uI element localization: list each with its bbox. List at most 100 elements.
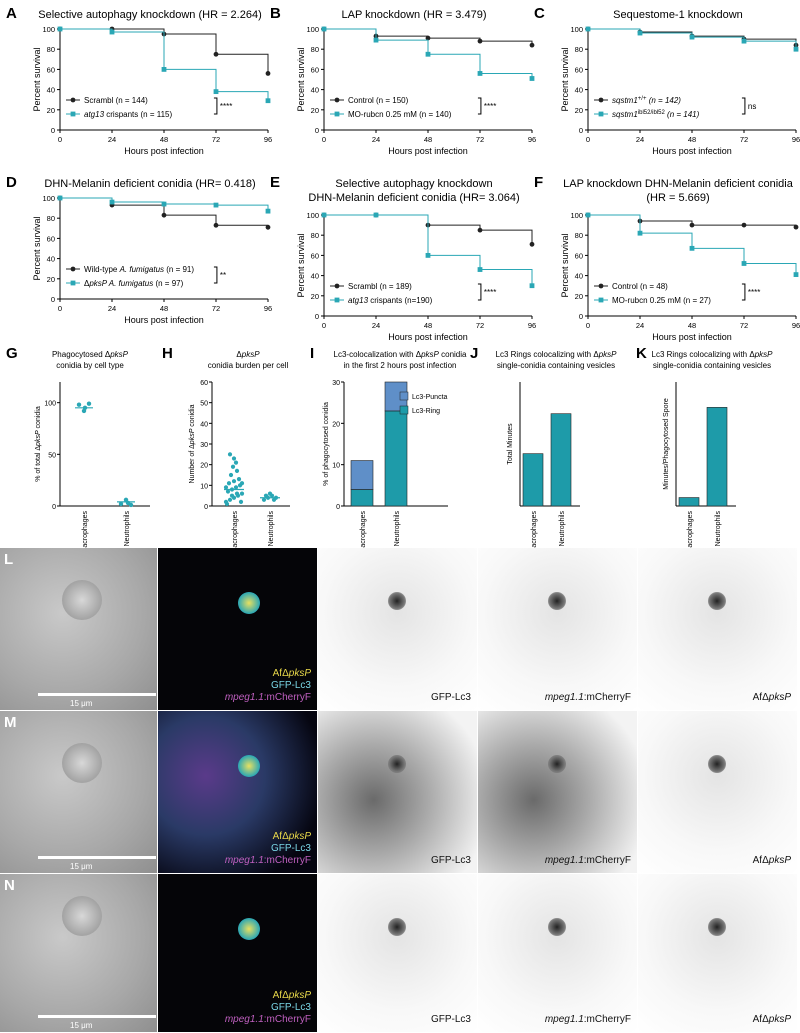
y-tick-label: 100 [42,194,55,203]
y-tick-label: 60 [47,65,55,74]
x-category-label: Neutrophils [715,511,722,547]
panel-title: Selective autophagy knockdown [335,178,492,190]
data-point [265,98,271,104]
legend-label: Scrambl (n = 144) [84,96,148,105]
survival-panel-e: E Selective autophagy knockdown DHN-Melani… [270,174,536,342]
y-axis-label: Percent survival [32,216,42,280]
stacked-bar-segment [384,410,408,507]
data-point [793,224,799,230]
y-tick-label: 60 [575,251,583,260]
x-category-label: Neutrophils [124,511,131,547]
merge-caption: AfΔpksP GFP-Lc3 mpeg1.1:mCherryF [224,668,311,703]
channel-image: GFP-Lc3 [318,711,477,873]
legend-marker [70,111,76,117]
significance-bracket [741,97,746,115]
legend-swatch [399,391,409,401]
data-point [238,499,244,504]
channel-caption: AfΔpksP [752,1014,791,1025]
significance-label: **** [748,288,760,297]
x-tick-label: 96 [264,135,272,144]
y-tick-label: 100 [44,401,56,408]
y-tick-label: 0 [52,504,56,511]
panel-letter: A [6,5,17,22]
rowlabel: L [4,551,14,568]
y-tick-label: 50 [200,401,208,408]
data-point [118,501,124,507]
x-tick-label: 72 [740,321,748,330]
y-tick-label: 40 [575,272,583,281]
data-point [161,67,167,72]
x-tick-label: 0 [586,321,590,330]
merge-caption: AfΔpksP GFP-Lc3 mpeg1.1:mCherryF [224,831,311,866]
y-tick-label: 100 [42,25,55,34]
significance-bracket [741,283,746,301]
legend-label: atg13 crispants (n=190) [348,296,433,305]
y-axis-label: % of total ΔpksP conidia [35,406,42,482]
x-tick-label: 72 [212,304,220,313]
data-point [225,489,231,494]
x-axis-label: Hours post infection [124,146,204,156]
data-point [230,464,236,469]
panel-title: LAP knockdown DHN-Melanin deficient coni… [563,178,794,190]
data-point [161,201,167,207]
data-point [213,202,219,208]
data-point [227,452,233,457]
significance-bracket [477,97,482,115]
y-tick-label: 0 [315,126,319,135]
y-tick-label: 80 [311,231,319,240]
channel-caption: GFP-Lc3 [430,1014,471,1025]
data-point [228,472,234,478]
y-tick-label: 10 [332,463,340,470]
data-point [321,26,327,32]
significance-label: **** [484,102,496,111]
legend-label: sqstm1ibl52/ibl52 (n = 141) [612,110,700,119]
x-category-label: Neutrophils [394,511,401,547]
panel-letter: C [534,5,545,22]
y-tick-label: 60 [575,65,583,74]
y-tick-label: 100 [570,211,583,220]
y-axis-label: Minutes/Phagocytosed Spore [663,398,670,490]
y-axis-label: Percent survival [32,47,42,111]
data-point [529,241,535,247]
panel-j: J Lc3 Rings colocalizing with ΔpksP single… [470,345,617,548]
panel-letter: K [636,345,647,362]
y-axis-label: Percent survival [560,233,570,297]
survival-panel-d: D DHN-Melanin deficient conidia (HR= 0.41… [6,174,272,325]
y-tick-label: 20 [575,292,583,301]
y-tick-label: 0 [51,126,55,135]
data-point [477,227,483,233]
x-tick-label: 24 [636,135,644,144]
data-point [223,485,229,490]
x-tick-label: 24 [108,304,116,313]
scale-bar [38,693,156,696]
data-point [265,208,271,214]
data-point [213,89,219,95]
panel-k: K Lc3 Rings colocalizing with ΔpksP single… [636,345,773,548]
scale-bar-label: 15 μm [70,1021,93,1030]
data-point [57,26,63,32]
survival-panel-b: B LAP knockdown (HR = 3.479) 0 20 40 60 80 100 0… [270,5,536,156]
data-point [793,272,799,277]
survival-curve [60,28,269,101]
x-axis-label: Hours post infection [652,146,732,156]
x-tick-label: 96 [792,135,800,144]
panel-letter: H [162,345,173,362]
legend-label: sqstm1+/+ (n = 142) [612,96,681,105]
x-category-label: Neutrophils [559,511,566,547]
significance-bracket [213,97,218,115]
panel-letter: F [534,174,543,191]
data-point [741,222,747,228]
bar [550,413,572,507]
data-point [477,71,483,76]
panel-title: LAP knockdown (HR = 3.479) [341,9,486,21]
x-tick-label: 24 [636,321,644,330]
stacked-bar-segment [350,460,374,490]
legend-label: MO-rubcn 0.25 mM (n = 140) [348,110,452,119]
data-point [793,46,799,52]
x-tick-label: 72 [740,135,748,144]
y-tick-label: 0 [315,312,319,321]
data-point [226,481,232,486]
panel-g: G Phagocytosed ΔpksP conidia by cell type 0… [6,345,150,548]
panel-letter: G [6,345,18,362]
y-tick-label: 30 [332,380,340,387]
